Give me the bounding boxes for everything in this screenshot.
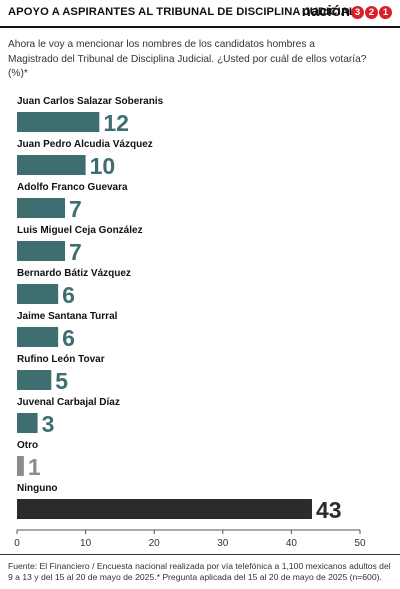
bar bbox=[17, 370, 52, 390]
category-label: Jaime Santana Turral bbox=[17, 311, 118, 322]
value-label: 6 bbox=[62, 282, 75, 308]
x-tick-label: 30 bbox=[217, 538, 229, 549]
bar bbox=[17, 499, 312, 519]
source-note: Fuente: El Financiero / Encuesta naciona… bbox=[8, 561, 391, 582]
value-label: 7 bbox=[69, 196, 82, 222]
bar bbox=[17, 198, 66, 218]
nacion-321-logo: nación 3 2 1 bbox=[302, 3, 392, 20]
header: APOYO A ASPIRANTES AL TRIBUNAL DE DISCIP… bbox=[0, 0, 400, 28]
value-label: 3 bbox=[42, 411, 55, 437]
bar bbox=[17, 413, 38, 433]
category-label: Luis Miguel Ceja González bbox=[17, 225, 143, 236]
category-label: Adolfo Franco Guevara bbox=[17, 182, 128, 193]
bar bbox=[17, 241, 66, 261]
category-label: Rufino León Tovar bbox=[17, 354, 105, 365]
bar bbox=[17, 112, 100, 132]
logo-digit-3: 3 bbox=[351, 6, 364, 19]
x-tick-label: 40 bbox=[286, 538, 298, 549]
bar bbox=[17, 284, 59, 304]
x-tick-label: 20 bbox=[149, 538, 161, 549]
value-label: 6 bbox=[62, 325, 75, 351]
footer-rule bbox=[0, 554, 400, 555]
x-tick-label: 50 bbox=[354, 538, 366, 549]
value-label: 10 bbox=[90, 153, 116, 179]
category-label: Otro bbox=[17, 440, 38, 451]
category-label: Juan Carlos Salazar Soberanis bbox=[17, 96, 164, 107]
bar bbox=[17, 456, 24, 476]
chart-title: APOYO A ASPIRANTES AL TRIBUNAL DE DISCIP… bbox=[8, 6, 356, 18]
value-label: 5 bbox=[55, 368, 68, 394]
x-tick-label: 0 bbox=[14, 538, 20, 549]
bar bbox=[17, 155, 86, 175]
logo-digit-1: 1 bbox=[379, 6, 392, 19]
category-label: Juan Pedro Alcudia Vázquez bbox=[17, 139, 153, 150]
value-label: 12 bbox=[103, 110, 129, 136]
value-label: 43 bbox=[316, 497, 342, 523]
x-tick-label: 10 bbox=[80, 538, 92, 549]
bar bbox=[17, 327, 59, 347]
value-label: 7 bbox=[69, 239, 82, 265]
logo-text: nación bbox=[301, 3, 350, 20]
category-label: Ninguno bbox=[17, 483, 58, 494]
category-label: Juvenal Carbajal Díaz bbox=[17, 397, 120, 408]
header-rule bbox=[0, 26, 400, 28]
logo-digit-2: 2 bbox=[365, 6, 378, 19]
category-label: Bernardo Bátiz Vázquez bbox=[17, 268, 131, 279]
survey-question: Ahora le voy a mencionar los nombres de … bbox=[8, 39, 367, 80]
value-label: 1 bbox=[28, 454, 41, 480]
